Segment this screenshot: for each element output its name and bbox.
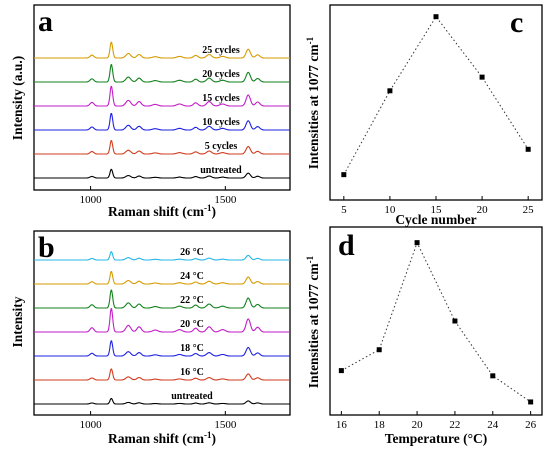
panel-b-y-axis-label: Intensity xyxy=(10,296,25,347)
panel-c: c 5 10 15 20 25 Cycle number Intensities at … xyxy=(305,4,543,227)
panel-a-curve-label-5: 25 cycles xyxy=(202,45,240,56)
panel-c-letter: c xyxy=(510,6,523,39)
panel-b-spectrum-1 xyxy=(34,368,290,381)
panel-d-x-tick-label-0: 16 xyxy=(336,419,348,431)
panel-d-y-axis-label: Intensities at 1077 cm-1 xyxy=(305,255,321,388)
panel-b-x-tick-label-0: 1000 xyxy=(80,419,103,431)
panel-a-spectrum-0 xyxy=(34,168,290,179)
panel-a-x-axis-label-main: Raman shift (cm xyxy=(108,204,205,219)
panel-b-spectrum-4 xyxy=(34,289,290,309)
panel-a-x-axis-label: Raman shift (cm-1) xyxy=(108,203,216,219)
panel-b-letter: b xyxy=(38,231,55,264)
panel-d-frame xyxy=(329,226,543,416)
panel-d-x-ticks: 16 18 20 22 24 26 xyxy=(336,411,537,431)
panel-d-data-point-3 xyxy=(452,318,458,324)
panel-b-x-axis-label-main: Raman shift (cm xyxy=(108,431,205,446)
panel-a-curve-label-3: 15 cycles xyxy=(202,93,240,104)
panel-c-x-tick-label-1: 10 xyxy=(384,204,396,216)
panel-a-curve-label-4: 20 cycles xyxy=(202,69,240,80)
panel-c-data-point-3 xyxy=(479,74,485,80)
panel-c-x-tick-label-4: 25 xyxy=(523,204,535,216)
panel-d-y-axis-label-main: Intensities at 1077 cm xyxy=(306,263,321,389)
panel-b-x-ticks: 1000 1500 xyxy=(80,411,237,431)
panel-b-curve-labels: untreated 16 °C 18 °C 20 °C 22 °C 24 °C 26 °C xyxy=(171,247,213,402)
panel-d-x-axis-label: Temperature (°C) xyxy=(385,431,488,446)
panel-a-spectrum-4 xyxy=(34,64,290,83)
panel-a-curve-label-0: untreated xyxy=(200,165,242,176)
panel-b: b untreated 16 °C 18 °C 20 °C 22 °C 24 °C 26 °… xyxy=(10,230,291,446)
panel-b-curve-label-2: 18 °C xyxy=(180,343,204,354)
panel-a-curve-label-1: 5 cycles xyxy=(205,141,238,152)
panel-d-plot xyxy=(338,240,534,405)
panel-d: d 16 18 20 22 24 26 Temperature (°C) Intensit… xyxy=(305,226,543,446)
panel-b-curve-label-4: 22 °C xyxy=(180,295,204,306)
panel-a-x-axis-label-tail: ) xyxy=(212,204,217,219)
panel-d-data-point-4 xyxy=(490,373,496,379)
panel-b-x-axis-label: Raman shift (cm-1) xyxy=(108,430,216,446)
panel-d-x-tick-label-3: 22 xyxy=(449,419,460,431)
panel-b-spectrum-5 xyxy=(34,271,290,285)
panel-b-spectrum-0 xyxy=(34,397,290,405)
panel-d-x-tick-label-4: 24 xyxy=(487,419,499,431)
panel-d-x-tick-label-1: 18 xyxy=(374,419,386,431)
panel-b-curve-label-0: untreated xyxy=(171,391,213,402)
panel-c-x-tick-label-0: 5 xyxy=(341,204,347,216)
panel-b-spectrum-3 xyxy=(34,308,290,333)
panel-d-data-point-0 xyxy=(338,368,344,374)
panel-b-spectra xyxy=(34,251,290,405)
panel-d-data-point-1 xyxy=(376,347,382,353)
panel-c-trend-line xyxy=(343,15,529,175)
panel-b-curve-label-1: 16 °C xyxy=(180,367,204,378)
panel-d-data-point-2 xyxy=(414,240,420,246)
panel-d-x-tick-label-2: 20 xyxy=(412,419,424,431)
panel-d-x-tick-label-5: 26 xyxy=(525,419,537,431)
panel-a-spectrum-1 xyxy=(34,140,290,155)
panel-c-data-point-1 xyxy=(387,88,393,94)
panel-a: a untreated 5 cycles 10 cycles 15 cycles 20 … xyxy=(10,4,291,219)
panel-c-y-axis-label: Intensities at 1077 cm-1 xyxy=(305,36,321,169)
panel-c-data-point-4 xyxy=(525,146,531,152)
panel-b-spectrum-6 xyxy=(34,251,290,261)
panel-b-curve-label-6: 26 °C xyxy=(180,247,204,258)
panel-c-y-axis-label-main: Intensities at 1077 cm xyxy=(306,44,321,170)
panel-a-spectrum-5 xyxy=(34,41,290,59)
panel-c-x-tick-label-3: 20 xyxy=(477,204,489,216)
panel-c-x-ticks: 5 10 15 20 25 xyxy=(341,196,534,216)
panel-d-data-point-5 xyxy=(528,399,534,405)
panel-d-trend-line xyxy=(341,241,531,403)
panel-b-spectrum-2 xyxy=(34,340,290,357)
panel-a-letter: a xyxy=(38,5,53,38)
panel-b-x-axis-label-sup: -1 xyxy=(204,430,212,440)
panel-c-plot xyxy=(341,14,531,178)
panel-c-x-tick-label-2: 15 xyxy=(431,204,443,216)
panel-b-curve-label-3: 20 °C xyxy=(180,319,204,330)
panel-c-data-point-2 xyxy=(433,14,439,20)
panel-a-spectra xyxy=(34,41,290,179)
panel-d-letter: d xyxy=(338,229,355,262)
panel-a-x-axis-label-sup: -1 xyxy=(204,203,212,213)
panel-a-curve-labels: untreated 5 cycles 10 cycles 15 cycles 20 cy… xyxy=(200,45,242,176)
panel-b-x-tick-label-1: 1500 xyxy=(214,419,237,431)
panel-b-x-axis-label-tail: ) xyxy=(212,431,217,446)
panel-c-y-axis-label-sup: -1 xyxy=(305,36,315,44)
panel-b-frame xyxy=(33,230,291,416)
panel-c-x-axis-label: Cycle number xyxy=(395,212,476,227)
panel-b-curve-label-5: 24 °C xyxy=(180,271,204,282)
panel-a-curve-label-2: 10 cycles xyxy=(202,117,240,128)
panel-a-frame xyxy=(33,4,291,191)
panel-d-y-axis-label-sup: -1 xyxy=(305,255,315,263)
panel-a-x-tick-label-1: 1500 xyxy=(214,194,237,206)
panel-a-x-tick-label-0: 1000 xyxy=(80,194,103,206)
panel-a-spectrum-2 xyxy=(34,112,290,131)
panel-a-x-ticks: 1000 1500 xyxy=(80,186,237,206)
panel-a-y-axis-label: Intensity (a.u.) xyxy=(10,56,25,140)
panel-c-data-point-0 xyxy=(341,172,347,178)
panel-a-spectrum-3 xyxy=(34,85,290,107)
